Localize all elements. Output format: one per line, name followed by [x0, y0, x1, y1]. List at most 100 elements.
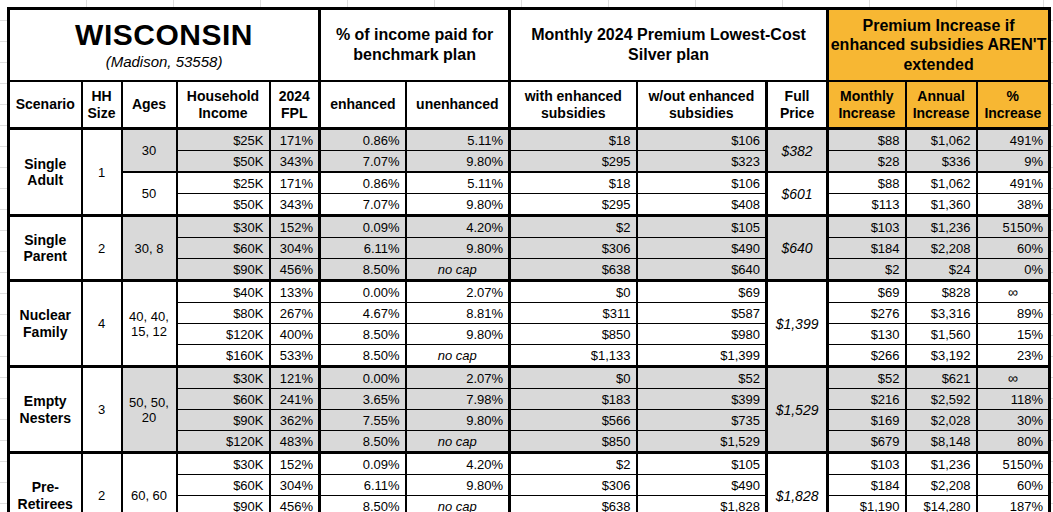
cell-unenhanced-pct: 9.80% [406, 475, 510, 496]
cell-enhanced-pct: 8.50% [320, 324, 406, 345]
cell-household-income: $30K [177, 367, 270, 389]
cell-household-income: $90K [177, 410, 270, 431]
cell-household-income: $120K [177, 431, 270, 453]
cell-monthly-increase: $184 [828, 238, 906, 259]
cell-monthly-increase: $88 [828, 172, 906, 194]
cell-enhanced-pct: 0.09% [320, 453, 406, 475]
cell-hh-size: 4 [82, 281, 122, 367]
cell-pct-increase: 187% [977, 496, 1050, 512]
cell-household-income: $60K [177, 389, 270, 410]
cell-unenhanced-pct: 5.11% [406, 172, 510, 194]
cell-annual-increase: $24 [906, 259, 977, 281]
cell-hh-size: 3 [82, 367, 122, 453]
cell-premium-without-subsidies: $408 [637, 194, 767, 216]
cell-premium-with-subsidies: $0 [510, 367, 637, 389]
cell-premium-with-subsidies: $850 [510, 324, 637, 345]
cell-annual-increase: $2,208 [906, 475, 977, 496]
cell-unenhanced-pct: no cap [406, 259, 510, 281]
cell-premium-with-subsidies: $295 [510, 194, 637, 216]
cell-annual-increase: $2,028 [906, 410, 977, 431]
cell-pct-increase: 80% [977, 431, 1050, 453]
cell-enhanced-pct: 0.00% [320, 281, 406, 303]
cell-fpl: 483% [270, 431, 320, 453]
cell-unenhanced-pct: 4.20% [406, 216, 510, 238]
cell-unenhanced-pct: 2.07% [406, 367, 510, 389]
cell-household-income: $60K [177, 475, 270, 496]
cell-unenhanced-pct: no cap [406, 345, 510, 367]
cell-annual-increase: $1,560 [906, 324, 977, 345]
cell-annual-increase: $336 [906, 151, 977, 173]
cell-monthly-increase: $103 [828, 216, 906, 238]
cell-premium-without-subsidies: $52 [637, 367, 767, 389]
cell-fpl: 362% [270, 410, 320, 431]
cell-annual-increase: $621 [906, 367, 977, 389]
cell-enhanced-pct: 0.86% [320, 172, 406, 194]
cell-unenhanced-pct: 4.20% [406, 453, 510, 475]
cell-household-income: $30K [177, 453, 270, 475]
cell-premium-with-subsidies: $311 [510, 303, 637, 324]
cell-fpl: 171% [270, 129, 320, 151]
cell-enhanced-pct: 8.50% [320, 496, 406, 512]
cell-hh-size: 1 [82, 129, 122, 216]
cell-household-income: $90K [177, 259, 270, 281]
cell-unenhanced-pct: no cap [406, 496, 510, 512]
cell-premium-without-subsidies: $1,529 [637, 431, 767, 453]
col-header-2024-fpl: 2024 FPL [270, 81, 320, 129]
cell-scenario: Empty Nesters [9, 367, 82, 453]
cell-pct-increase: 0% [977, 259, 1050, 281]
cell-annual-increase: $8,148 [906, 431, 977, 453]
cell-premium-without-subsidies: $490 [637, 475, 767, 496]
cell-annual-increase: $2,592 [906, 389, 977, 410]
premium-comparison-table: WISCONSIN (Madison, 53558) % of income p… [7, 7, 1051, 512]
cell-fpl: 343% [270, 194, 320, 216]
cell-enhanced-pct: 6.11% [320, 238, 406, 259]
spreadsheet-canvas: WISCONSIN (Madison, 53558) % of income p… [0, 0, 1053, 512]
cell-unenhanced-pct: no cap [406, 431, 510, 453]
cell-premium-without-subsidies: $1,399 [637, 345, 767, 367]
cell-premium-with-subsidies: $18 [510, 172, 637, 194]
cell-premium-without-subsidies: $587 [637, 303, 767, 324]
cell-pct-increase: 5150% [977, 216, 1050, 238]
cell-premium-without-subsidies: $69 [637, 281, 767, 303]
cell-pct-increase: 118% [977, 389, 1050, 410]
cell-premium-with-subsidies: $1,133 [510, 345, 637, 367]
cell-scenario: Single Parent [9, 216, 82, 281]
state-header-cell: WISCONSIN (Madison, 53558) [9, 9, 320, 82]
cell-premium-without-subsidies: $105 [637, 453, 767, 475]
cell-unenhanced-pct: 9.80% [406, 238, 510, 259]
cell-premium-without-subsidies: $106 [637, 172, 767, 194]
col-header-hh-size: HH Size [82, 81, 122, 129]
cell-ages: 60, 60 [122, 453, 177, 512]
cell-premium-without-subsidies: $735 [637, 410, 767, 431]
cell-enhanced-pct: 0.86% [320, 129, 406, 151]
cell-premium-with-subsidies: $18 [510, 129, 637, 151]
cell-monthly-increase: $679 [828, 431, 906, 453]
cell-enhanced-pct: 8.50% [320, 259, 406, 281]
cell-premium-without-subsidies: $980 [637, 324, 767, 345]
cell-household-income: $90K [177, 496, 270, 512]
cell-pct-increase: 60% [977, 475, 1050, 496]
cell-enhanced-pct: 6.11% [320, 475, 406, 496]
cell-fpl: 133% [270, 281, 320, 303]
cell-premium-with-subsidies: $2 [510, 216, 637, 238]
cell-annual-increase: $3,316 [906, 303, 977, 324]
cell-enhanced-pct: 4.67% [320, 303, 406, 324]
state-title: WISCONSIN [10, 19, 318, 51]
cell-unenhanced-pct: 2.07% [406, 281, 510, 303]
cell-full-price: $1,828 [767, 453, 828, 512]
col-header-wout-enhanced-subsidies: w/out enhanced subsidies [637, 81, 767, 129]
cell-enhanced-pct: 7.07% [320, 151, 406, 173]
cell-enhanced-pct: 0.00% [320, 367, 406, 389]
cell-enhanced-pct: 8.50% [320, 345, 406, 367]
cell-premium-with-subsidies: $850 [510, 431, 637, 453]
cell-annual-increase: $1,360 [906, 194, 977, 216]
cell-household-income: $80K [177, 303, 270, 324]
cell-monthly-increase: $169 [828, 410, 906, 431]
cell-pct-increase: ∞ [977, 281, 1050, 303]
cell-full-price: $1,529 [767, 367, 828, 453]
cell-unenhanced-pct: 5.11% [406, 129, 510, 151]
cell-monthly-increase: $216 [828, 389, 906, 410]
cell-fpl: 456% [270, 259, 320, 281]
cell-pct-increase: 60% [977, 238, 1050, 259]
cell-fpl: 267% [270, 303, 320, 324]
